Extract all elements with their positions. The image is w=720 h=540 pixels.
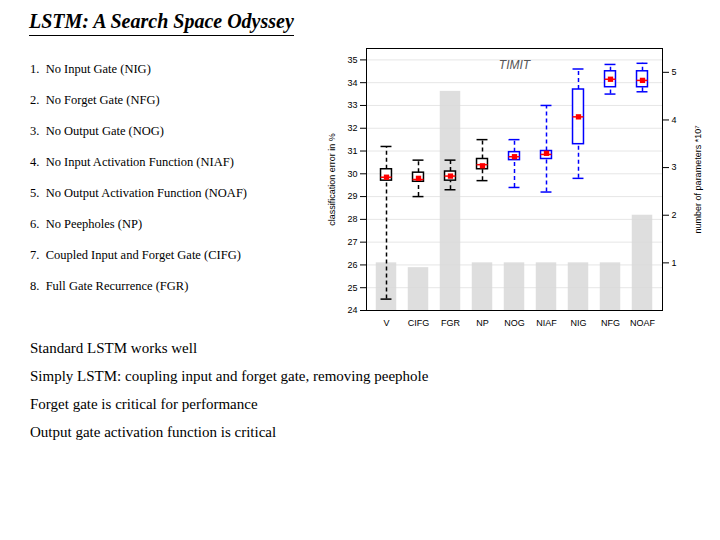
html-text:3. No Output Gate (NOG): 3. No Output Gate (NOG) <box>30 124 164 138</box>
svg-text:5: 5 <box>672 67 677 77</box>
html-text:5. No Output Activation Functi: 5. No Output Activation Function (NOAF) <box>30 186 247 200</box>
html-text:Forget gate is critical for pe: Forget gate is critical for performance <box>30 396 258 412</box>
html-text:Output gate activation functio: Output gate activation function is criti… <box>30 424 277 440</box>
svg-text:1: 1 <box>672 258 677 268</box>
html-text:Standard LSTM works well: Standard LSTM works well <box>30 340 198 356</box>
svg-text:NP: NP <box>476 318 489 328</box>
svg-text:NIG: NIG <box>570 318 586 328</box>
html-text:2. No Forget Gate (NFG): 2. No Forget Gate (NFG) <box>30 93 160 107</box>
html-text:Simply LSTM: coupling input an: Simply LSTM: coupling input and forget g… <box>30 368 429 384</box>
svg-text:33: 33 <box>347 100 357 110</box>
svg-text:NIAF: NIAF <box>536 318 557 328</box>
html-text:8. Full Gate Recurrence (FGR): 8. Full Gate Recurrence (FGR) <box>30 279 189 293</box>
svg-text:27: 27 <box>347 237 357 247</box>
svg-text:26: 26 <box>347 260 357 270</box>
svg-text:28: 28 <box>347 214 357 224</box>
svg-text:34: 34 <box>347 78 357 88</box>
svg-text:V: V <box>383 318 389 328</box>
svg-text:25: 25 <box>347 283 357 293</box>
svg-text:4: 4 <box>672 115 677 125</box>
svg-text:32: 32 <box>347 123 357 133</box>
svg-text:FGR: FGR <box>441 318 460 328</box>
svg-text:31: 31 <box>347 146 357 156</box>
html-text:LSTM: A Search Space Odyssey: LSTM: A Search Space Odyssey <box>29 10 294 32</box>
svg-text:CIFG: CIFG <box>408 318 430 328</box>
svg-text:NOG: NOG <box>504 318 525 328</box>
svg-text:35: 35 <box>347 55 357 65</box>
html-text:4. No Input Activation Functio: 4. No Input Activation Function (NIAF) <box>30 155 234 169</box>
svg-text:NFG: NFG <box>601 318 620 328</box>
svg-text:2: 2 <box>672 210 677 220</box>
svg-text:NOAF: NOAF <box>630 318 656 328</box>
html-text:1. No Input Gate (NIG): 1. No Input Gate (NIG) <box>30 62 151 76</box>
svg-text:classification error in %: classification error in % <box>327 133 337 226</box>
svg-text:3: 3 <box>672 162 677 172</box>
html-text:7. Coupled Input and Forget Ga: 7. Coupled Input and Forget Gate (CIFG) <box>30 248 241 262</box>
svg-text:29: 29 <box>347 191 357 201</box>
html-text:6. No Peepholes (NP): 6. No Peepholes (NP) <box>30 217 143 231</box>
svg-text:30: 30 <box>347 169 357 179</box>
svg-text:24: 24 <box>347 305 357 315</box>
svg-text:number of parameters *10⁷: number of parameters *10⁷ <box>693 126 703 234</box>
svg-text:TIMIT: TIMIT <box>499 58 532 72</box>
